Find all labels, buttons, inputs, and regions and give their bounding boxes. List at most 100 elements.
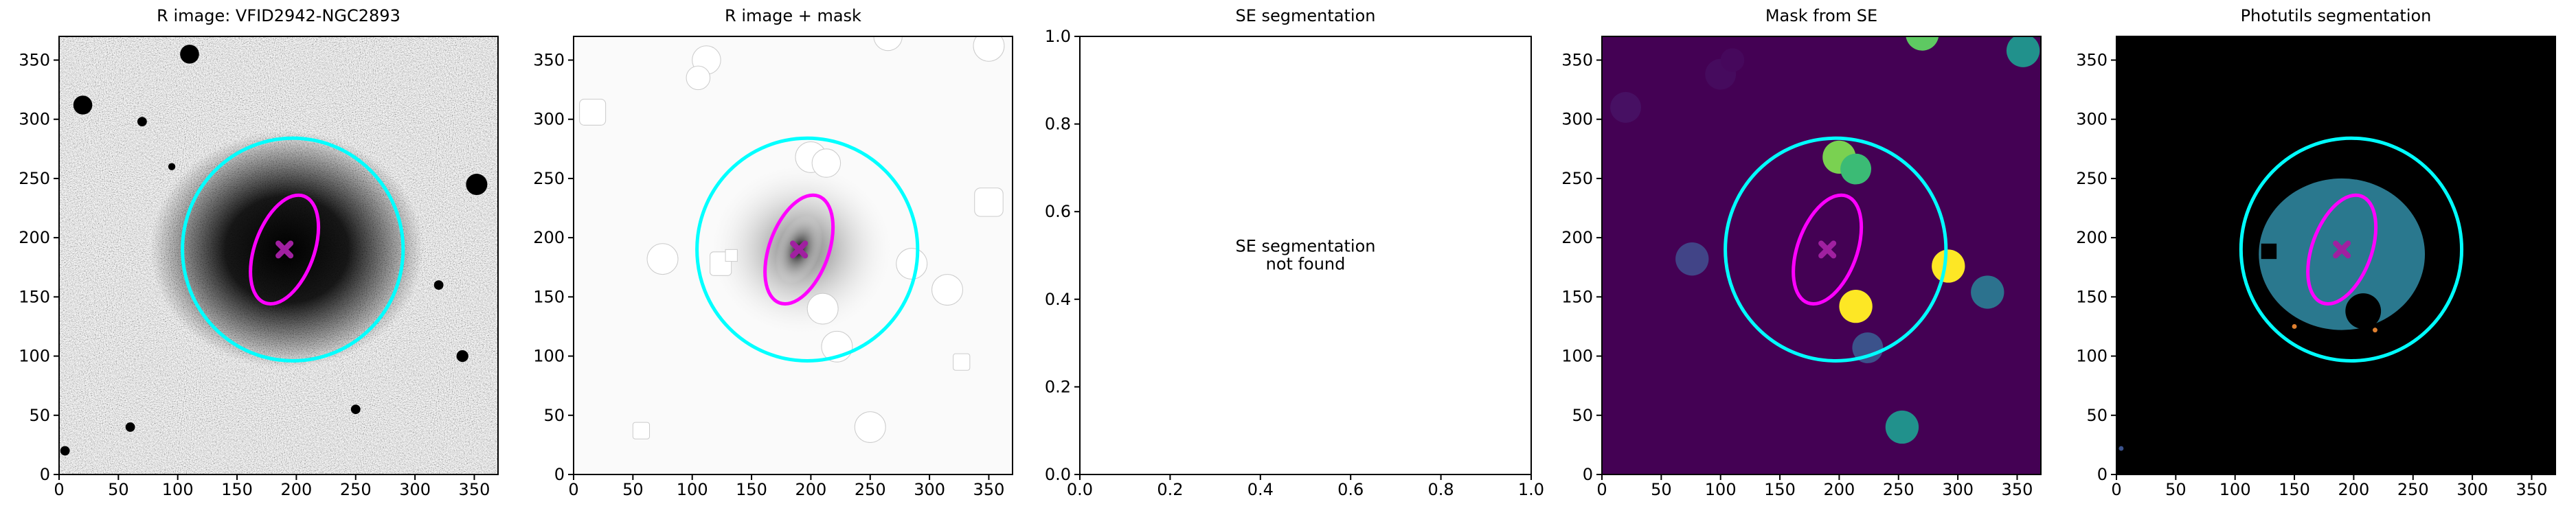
axes-frame: [58, 36, 499, 475]
x-tick-label: 300: [399, 480, 431, 499]
y-tick-label: 350: [19, 50, 50, 69]
y-tick-label: 150: [2076, 287, 2108, 306]
y-tick-label: 1.0: [1045, 27, 1071, 46]
y-tick-label: 350: [1561, 50, 1593, 69]
aperture-ellipse: [1780, 186, 1875, 313]
y-tick-label: 150: [1561, 287, 1593, 306]
center-marker: [275, 240, 294, 259]
x-tick-label: 0.0: [1067, 480, 1093, 499]
x-tick-label: 100: [2219, 480, 2251, 499]
y-tick-label: 250: [533, 169, 565, 188]
y-tick-label: 350: [2076, 50, 2108, 69]
x-tick-label: 1.0: [1518, 480, 1544, 499]
y-tick-label: 250: [19, 169, 50, 188]
panel-title: R image + mask: [725, 6, 861, 25]
y-tick-label: 0: [1583, 465, 1593, 484]
x-tick-label: 50: [1651, 480, 1672, 499]
x-tick-label: 250: [340, 480, 372, 499]
axes-frame: [2116, 36, 2556, 475]
x-tick-label: 0.4: [1247, 480, 1274, 499]
x-tick-label: 300: [914, 480, 945, 499]
y-tick-label: 100: [533, 347, 565, 366]
panel-title: R image: VFID2942-NGC2893: [157, 6, 400, 25]
x-tick-label: 200: [1823, 480, 1855, 499]
y-tick-label: 350: [533, 50, 565, 69]
y-tick-label: 200: [533, 228, 565, 247]
y-tick-label: 250: [2076, 169, 2108, 188]
x-tick-label: 200: [280, 480, 312, 499]
x-tick-label: 100: [1705, 480, 1737, 499]
x-tick-label: 0.2: [1157, 480, 1183, 499]
y-tick-label: 150: [533, 287, 565, 306]
y-tick-label: 200: [2076, 228, 2108, 247]
center-marker: [1818, 240, 1837, 259]
x-tick-label: 250: [855, 480, 886, 499]
center-marker: [790, 240, 809, 259]
marker-x: [1818, 240, 1837, 259]
y-tick-label: 0: [40, 465, 50, 484]
x-tick-label: 0: [1596, 480, 1607, 499]
y-tick-label: 0: [2097, 465, 2108, 484]
x-tick-label: 300: [1942, 480, 1974, 499]
x-tick-label: 100: [677, 480, 708, 499]
y-tick-label: 100: [1561, 347, 1593, 366]
panel-title: SE segmentation: [1236, 6, 1376, 25]
x-tick-label: 100: [162, 480, 194, 499]
x-tick-label: 350: [459, 480, 490, 499]
y-tick-label: 300: [2076, 110, 2108, 129]
y-tick-label: 50: [29, 406, 50, 425]
y-tick-label: 200: [1561, 228, 1593, 247]
marker-x: [790, 240, 809, 259]
center-marker: [2333, 240, 2351, 259]
y-tick-label: 0.2: [1045, 377, 1071, 396]
y-tick-label: 200: [19, 228, 50, 247]
x-tick-label: 50: [622, 480, 644, 499]
y-tick-label: 0.6: [1045, 202, 1071, 221]
x-tick-label: 350: [973, 480, 1005, 499]
x-tick-label: 200: [795, 480, 826, 499]
annotation: SE segmentation not found: [1235, 236, 1376, 274]
x-tick-label: 0.6: [1337, 480, 1364, 499]
x-tick-label: 50: [2165, 480, 2187, 499]
y-tick-label: 100: [19, 347, 50, 366]
y-tick-label: 100: [2076, 347, 2108, 366]
y-tick-label: 50: [1572, 406, 1593, 425]
marker-x: [2333, 240, 2351, 259]
image: [574, 36, 1013, 474]
y-tick-label: 300: [533, 110, 565, 129]
y-tick-label: 150: [19, 287, 50, 306]
x-tick-label: 150: [1764, 480, 1796, 499]
x-tick-label: 250: [1883, 480, 1914, 499]
x-tick-label: 0: [54, 480, 64, 499]
x-tick-label: 150: [2279, 480, 2310, 499]
aperture-ellipse: [183, 138, 403, 360]
marker-x: [275, 240, 294, 259]
y-tick-label: 0.4: [1045, 290, 1071, 309]
y-tick-label: 250: [1561, 169, 1593, 188]
y-tick-label: 300: [19, 110, 50, 129]
y-tick-label: 0.0: [1045, 465, 1071, 484]
x-tick-label: 350: [2516, 480, 2548, 499]
y-tick-label: 50: [2086, 406, 2108, 425]
x-tick-label: 0.8: [1428, 480, 1454, 499]
y-tick-label: 0: [554, 465, 565, 484]
aperture-ellipse: [2241, 138, 2461, 360]
aperture-ellipse: [752, 186, 846, 313]
axes-frame: [1079, 36, 1532, 475]
aperture-ellipse: [2294, 186, 2389, 313]
y-tick-label: 50: [543, 406, 565, 425]
x-tick-label: 150: [221, 480, 253, 499]
panel-title: Photutils segmentation: [2241, 6, 2432, 25]
axes-frame: [1601, 36, 2042, 475]
y-tick-label: 300: [1561, 110, 1593, 129]
axes-frame: [573, 36, 1013, 475]
x-tick-label: 200: [2338, 480, 2369, 499]
panel-title: Mask from SE: [1765, 6, 1877, 25]
aperture-ellipse: [237, 186, 332, 313]
x-tick-label: 300: [2456, 480, 2488, 499]
x-tick-label: 350: [2002, 480, 2033, 499]
y-tick-label: 0.8: [1045, 115, 1071, 134]
x-tick-label: 50: [108, 480, 129, 499]
